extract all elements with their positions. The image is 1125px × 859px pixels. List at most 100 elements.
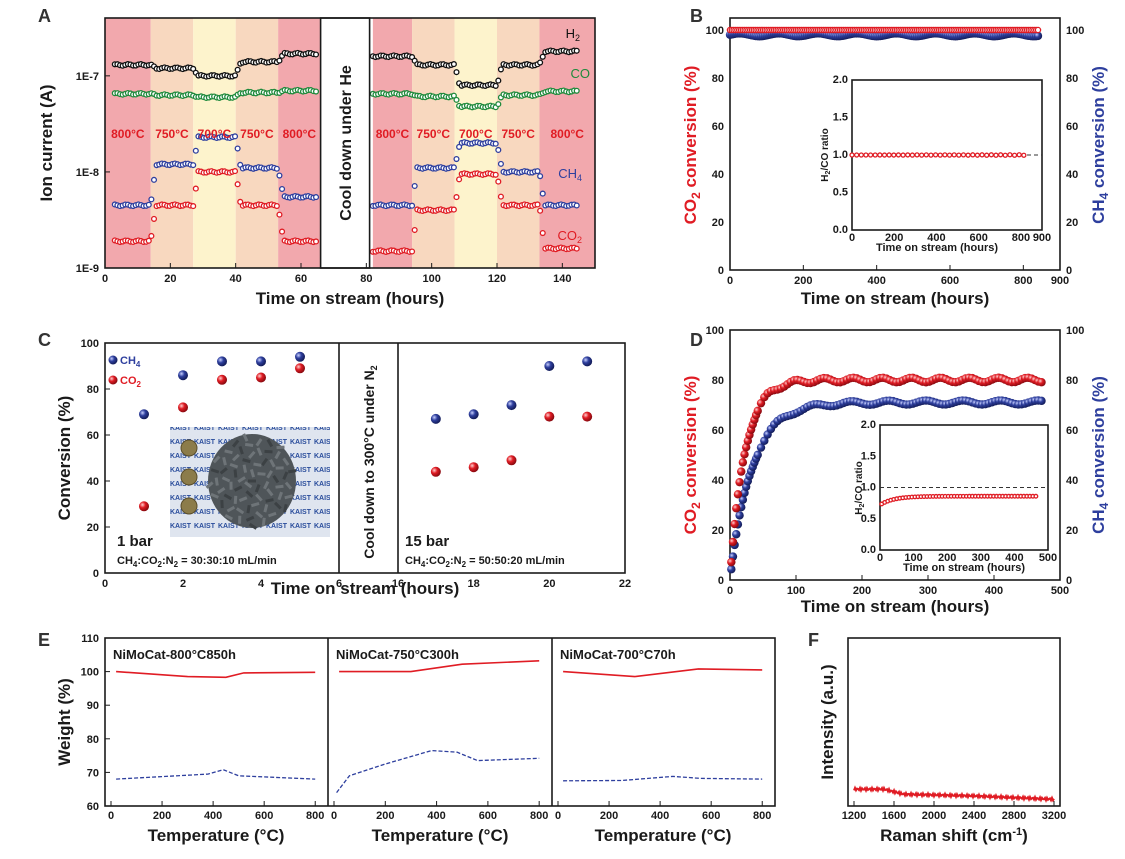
pellet <box>288 469 297 474</box>
co2-point <box>741 442 751 452</box>
x-tick-label: 100 <box>422 273 440 285</box>
y-tick-label-left: 80 <box>712 375 724 387</box>
pellet <box>224 514 233 521</box>
ratio-point <box>946 152 953 158</box>
x-tick-label: 18 <box>468 578 480 590</box>
note-1bar-title: 1 bar <box>117 533 153 550</box>
panel-e-ylabel: Weight (%) <box>55 678 74 766</box>
co2-point <box>468 462 479 473</box>
x-tick-label: 0 <box>108 810 114 822</box>
pellet <box>245 490 254 498</box>
ion-point-co2 <box>279 228 286 235</box>
ch4-point <box>738 495 748 504</box>
pellet <box>224 449 233 455</box>
ratio-point <box>923 152 929 158</box>
y-tick-label-right: 100 <box>1066 325 1084 337</box>
panel-e-frame <box>104 637 776 807</box>
temperature-band-800 <box>105 18 151 268</box>
ion-point-ch4 <box>537 173 544 180</box>
co2-point <box>544 411 555 422</box>
legend-ch4-marker <box>108 355 118 365</box>
ion-point-co2 <box>148 232 155 240</box>
pellet <box>261 457 269 467</box>
y-tick-label: 80 <box>87 734 99 746</box>
pellet <box>242 464 248 473</box>
ratio-point <box>1002 152 1008 158</box>
x-tick-label: 140 <box>553 273 571 285</box>
panel-c-xlabel: Time on stream (hours) <box>271 579 460 598</box>
x-tick-label: 500 <box>1051 585 1069 597</box>
tga-curves <box>116 660 763 793</box>
ion-point-ch4 <box>234 145 241 152</box>
panel-f-ticks: 1200 1600 2000 2400 2800 3200 <box>842 801 1066 822</box>
species-co: CO <box>571 66 591 81</box>
pellet <box>219 467 228 475</box>
subplot-title-750: NiMoCat-750°C300h <box>336 647 459 662</box>
y-tick-label-left: 20 <box>712 217 724 229</box>
ion-point-ch4 <box>279 185 286 193</box>
ratio-point <box>997 152 1004 158</box>
pellet <box>255 493 263 502</box>
co2-point <box>732 504 741 513</box>
panel-a: A Cool down under He 800°C 750°C 700°C 750°… <box>37 6 596 308</box>
panel-f-frame <box>847 637 1061 807</box>
x-tick-label: 400 <box>427 810 445 822</box>
ion-point-ch4 <box>231 133 239 140</box>
ratio-point <box>905 152 911 158</box>
panel-c-ticks: 0 2 4 6 16 18 20 22 0 20 40 60 80 100 <box>81 338 631 590</box>
note-15bar-title: 15 bar <box>405 533 449 550</box>
x-tick-label: 0 <box>727 275 733 287</box>
weight-curve <box>563 668 763 678</box>
pellet <box>210 468 220 474</box>
x-tick-label: 400 <box>867 275 885 287</box>
ch4-point <box>1033 31 1043 41</box>
x-tick-label: 200 <box>853 585 871 597</box>
pellet <box>242 458 251 464</box>
inset-y-tick: 1.5 <box>833 112 848 124</box>
panel-b-ylabel-right: CH4 conversion (%) <box>1089 66 1111 224</box>
x-tick-label: 800 <box>306 810 324 822</box>
y-tick-label: 1E-9 <box>76 263 99 275</box>
co2-point <box>506 455 517 466</box>
ratio-point <box>1021 152 1027 158</box>
temperature-band-750 <box>150 18 194 268</box>
pellet <box>253 462 262 467</box>
panel-b-inset-ylabel: H2/CO ratio <box>820 128 832 181</box>
co2-point <box>178 402 188 413</box>
temperature-label: 750°C <box>501 127 535 141</box>
y-tick-label-right: 0 <box>1066 575 1072 587</box>
y-tick-label-left: 40 <box>712 475 724 487</box>
ion-point-h2 <box>573 47 580 54</box>
pellet <box>273 501 282 510</box>
y-tick-label: 60 <box>87 801 99 813</box>
y-tick-label-right: 60 <box>1066 121 1078 133</box>
temperature-label: 750°C <box>240 127 274 141</box>
temperature-label: 700°C <box>198 127 232 141</box>
x-tick-label: 1200 <box>842 810 866 822</box>
x-tick-label: 20 <box>164 273 176 285</box>
pellet <box>282 457 290 466</box>
x-tick-label: 200 <box>153 810 171 822</box>
raman-line <box>853 785 1055 803</box>
ion-point-h2 <box>537 59 544 66</box>
x-tick-label: 0 <box>727 585 733 597</box>
y-tick-label-left: 0 <box>718 575 724 587</box>
ion-point-ch4 <box>276 172 283 179</box>
inset-x-tick: 600 <box>969 232 987 244</box>
ion-point-co2 <box>492 171 499 178</box>
temperature-band-800 <box>372 18 413 268</box>
panel-c-ylabel: Conversion (%) <box>55 396 74 521</box>
y-tick-label: 90 <box>87 700 99 712</box>
co2-point <box>217 374 227 385</box>
x-tick-label: 200 <box>794 275 812 287</box>
panel-e-xlabel-1: Temperature (°C) <box>148 826 285 845</box>
ion-point-ch4 <box>411 182 418 190</box>
co2-point <box>1034 26 1042 34</box>
pellet <box>275 484 284 489</box>
pellet <box>265 498 274 503</box>
co2-point <box>582 411 593 422</box>
x-tick-label: 600 <box>702 810 720 822</box>
panel-d-xlabel: Time on stream (hours) <box>801 597 990 616</box>
